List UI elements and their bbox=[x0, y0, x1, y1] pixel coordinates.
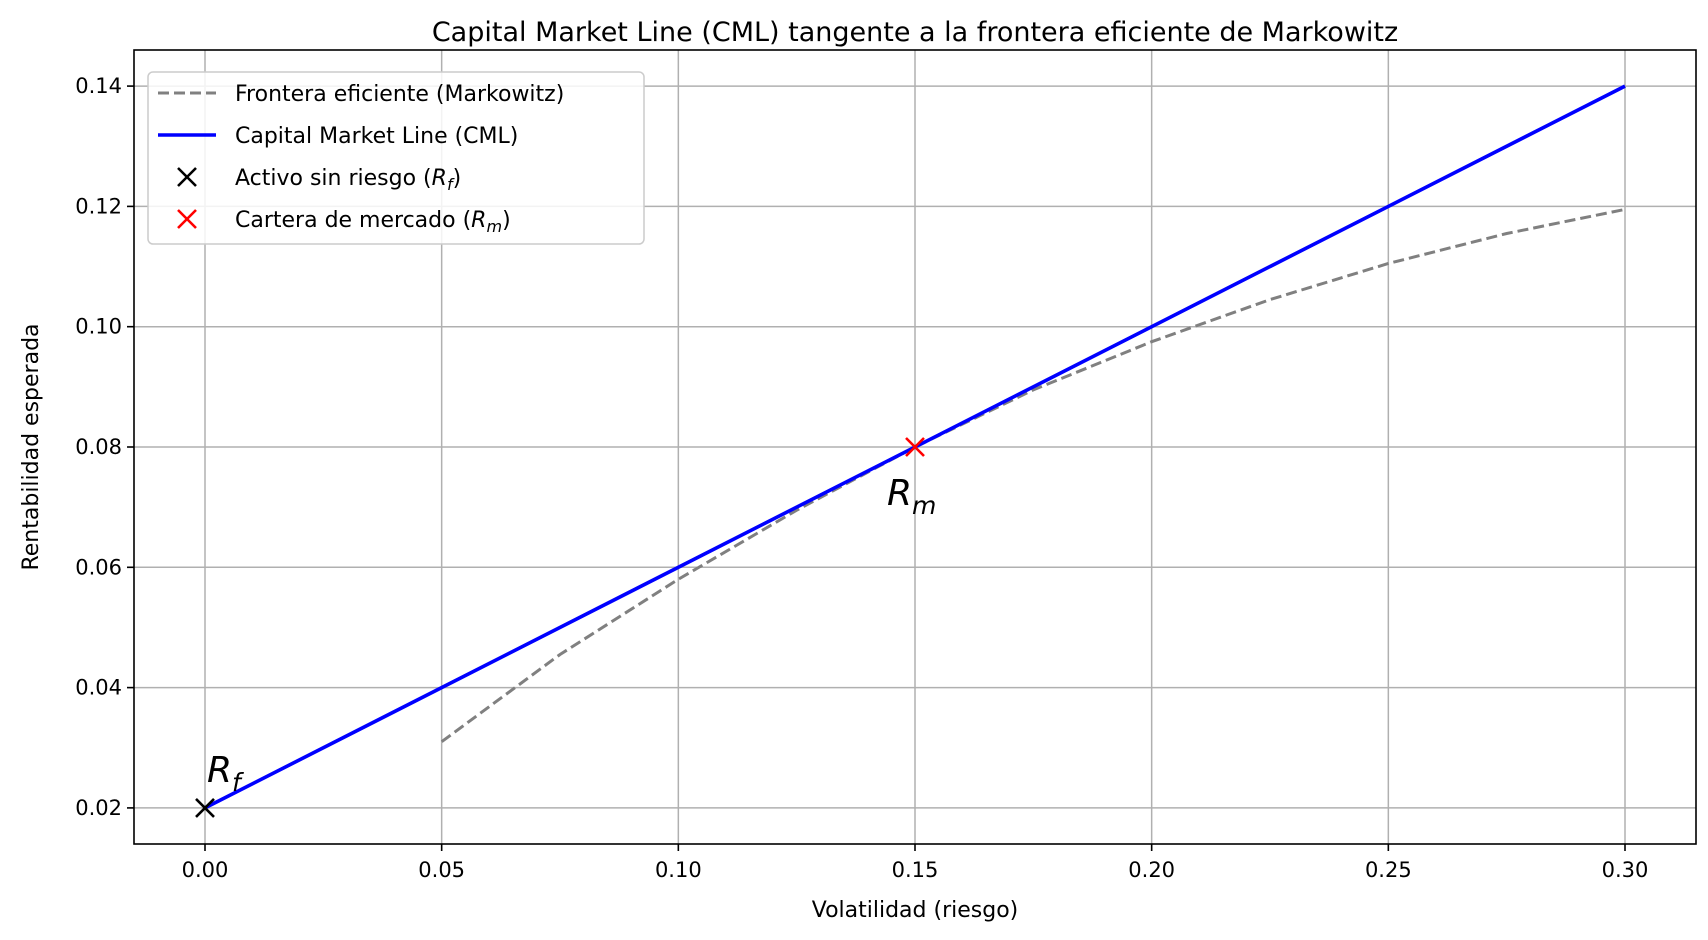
grid bbox=[134, 50, 1696, 844]
efficient-frontier-line bbox=[440, 207, 1626, 743]
x-tick-label: 0.00 bbox=[182, 858, 229, 882]
legend-box bbox=[147, 71, 645, 245]
chart-title: Capital Market Line (CML) tangente a la … bbox=[432, 17, 1398, 48]
legend: Frontera eficiente (Markowitz) Capital Ma… bbox=[147, 71, 645, 245]
legend-label: Cartera de mercado (Rm) bbox=[235, 208, 511, 236]
legend-entry: Activo sin riesgo (Rf) bbox=[177, 166, 461, 194]
legend-label: Capital Market Line (CML) bbox=[235, 124, 518, 149]
point-annotations: Rf Rm bbox=[207, 473, 936, 797]
y-tick-label: 0.12 bbox=[75, 194, 122, 218]
y-tick-label: 0.10 bbox=[75, 315, 122, 339]
legend-marker-swatch-stroke bbox=[177, 209, 197, 229]
rm-annotation: Rm bbox=[887, 473, 936, 520]
x-tick-label: 0.10 bbox=[655, 858, 702, 882]
y-tick-label: 0.14 bbox=[75, 74, 122, 98]
y-tick-label: 0.02 bbox=[75, 796, 122, 820]
x-tick-label: 0.25 bbox=[1365, 858, 1412, 882]
legend-marker-swatch bbox=[177, 167, 197, 187]
x-tick-label: 0.15 bbox=[892, 858, 939, 882]
risk-free-marker bbox=[195, 797, 215, 818]
legend-label: Frontera eficiente (Markowitz) bbox=[235, 82, 564, 107]
y-tick-label: 0.04 bbox=[75, 676, 122, 700]
plot-area bbox=[195, 84, 1626, 818]
market-portfolio-marker-stroke bbox=[905, 437, 925, 457]
legend-marker-swatch-stroke bbox=[177, 167, 197, 187]
x-axis-label: Volatilidad (riesgo) bbox=[812, 898, 1019, 923]
y-tick-label: 0.08 bbox=[75, 435, 122, 459]
x-axis: 0.00 0.05 0.10 0.15 0.20 0.25 0.30 bbox=[182, 844, 1649, 882]
x-tick-label: 0.20 bbox=[1128, 858, 1175, 882]
rf-annotation: Rf bbox=[207, 750, 244, 797]
risk-free-marker-stroke bbox=[195, 797, 215, 818]
legend-entry: Frontera eficiente (Markowitz) bbox=[158, 82, 564, 107]
y-axis-label: Rentabilidad esperada bbox=[19, 323, 44, 570]
y-axis: 0.02 0.04 0.06 0.08 0.10 0.12 0.14 bbox=[75, 74, 134, 820]
x-tick-label: 0.05 bbox=[418, 858, 465, 882]
market-portfolio-marker bbox=[905, 437, 925, 457]
y-tick-label: 0.06 bbox=[75, 555, 122, 579]
x-tick-label: 0.30 bbox=[1602, 858, 1649, 882]
legend-entry: Capital Market Line (CML) bbox=[158, 124, 518, 149]
legend-entry: Cartera de mercado (Rm) bbox=[177, 208, 511, 236]
legend-label: Activo sin riesgo (Rf) bbox=[235, 166, 461, 194]
legend-marker-swatch bbox=[177, 209, 197, 229]
